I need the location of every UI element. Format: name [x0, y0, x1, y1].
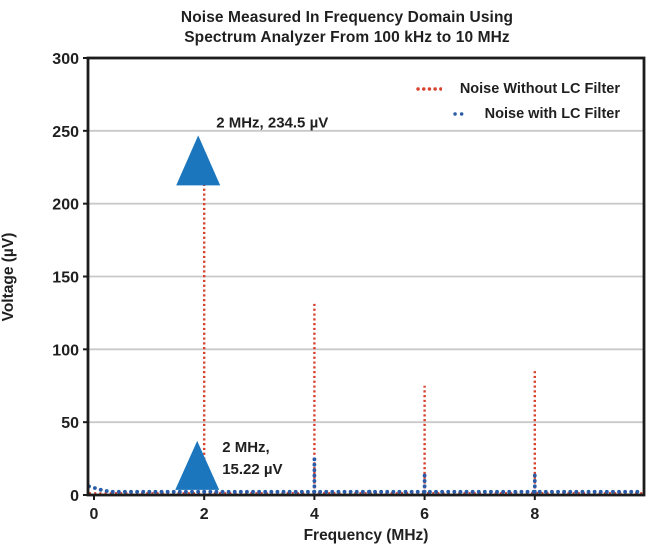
- y-tick-label: 0: [70, 488, 79, 505]
- x-tick-label: 0: [90, 506, 99, 523]
- y-tick-label: 300: [52, 51, 79, 68]
- legend-item-noise-without-lc-filter: Noise Without LC Filter: [416, 78, 620, 100]
- y-tick-label: 150: [52, 270, 79, 287]
- legend-label: Noise with LC Filter: [484, 106, 620, 122]
- x-tick-label: 8: [530, 506, 539, 523]
- legend-label: Noise Without LC Filter: [459, 81, 620, 97]
- chart-title-line1: Noise Measured In Frequency Domain Using: [180, 9, 514, 26]
- x-tick-label: 6: [420, 506, 429, 523]
- series-noise-with-lc-filter-floor: [87, 484, 644, 494]
- annotation-label: 2 MHz, 15.22 µV: [222, 439, 282, 478]
- annotation-label: 2 MHz, 234.5 µV: [216, 114, 328, 131]
- y-tick-label: 50: [61, 415, 79, 432]
- chart-title-line2: Spectrum Analyzer From 100 kHz to 10 MHz: [184, 29, 510, 46]
- chart-title: Noise Measured In Frequency Domain Using…: [34, 8, 660, 48]
- dotted-line-icon: [416, 87, 442, 91]
- annotation-triangle-up-marker: [176, 135, 221, 186]
- dotted-line-icon: [452, 112, 467, 116]
- y-tick-label: 250: [52, 124, 79, 141]
- x-tick-label: 2: [200, 506, 209, 523]
- y-tick-label: 100: [52, 342, 79, 359]
- x-tick-label: 4: [310, 506, 319, 523]
- legend-item-noise-with-lc-filter: Noise with LC Filter: [452, 103, 620, 125]
- y-tick-label: 200: [52, 197, 79, 214]
- legend: Noise Without LC Filter Noise with LC Fi…: [416, 78, 620, 125]
- x-axis-label: Frequency (MHz): [303, 527, 429, 544]
- annotation-triangle-up-marker: [175, 440, 220, 490]
